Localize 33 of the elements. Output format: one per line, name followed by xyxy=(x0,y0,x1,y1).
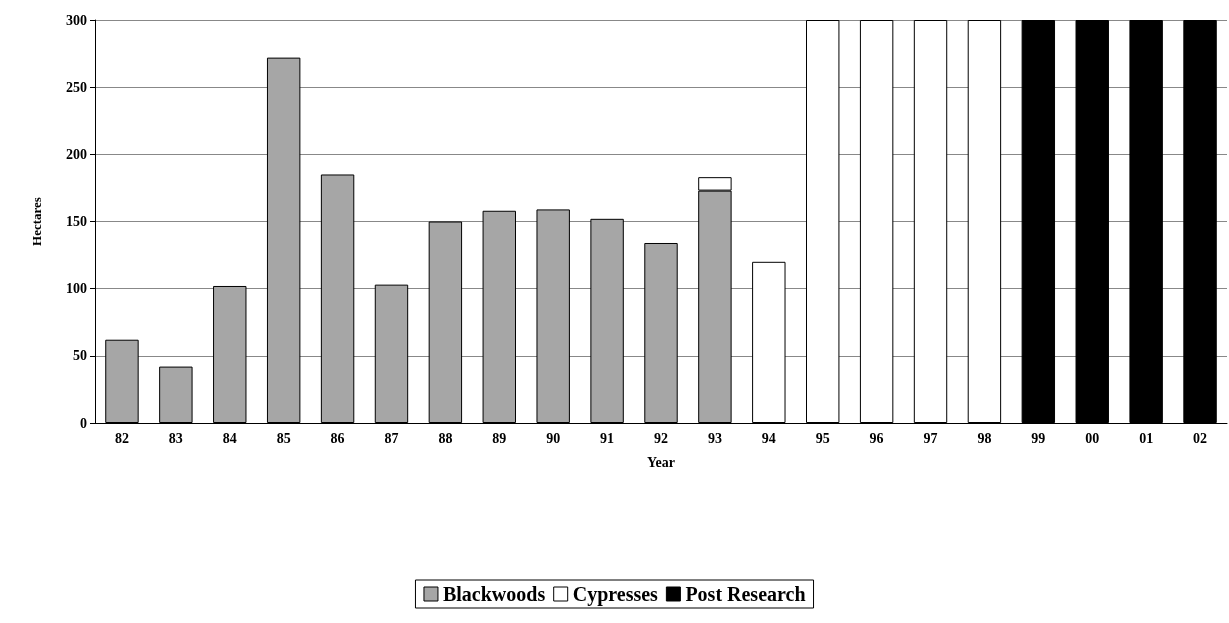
legend-label: Post Research xyxy=(685,583,806,605)
x-tick-label: 93 xyxy=(707,430,722,446)
x-tick-label: 99 xyxy=(1031,430,1046,446)
x-tick-label: 00 xyxy=(1085,430,1100,446)
y-tick-label: 50 xyxy=(73,348,87,364)
x-tick-label: 83 xyxy=(168,430,183,446)
x-tick-label: 97 xyxy=(923,430,938,446)
x-tick-label: 86 xyxy=(330,430,345,446)
x-tick-label: 90 xyxy=(546,430,561,446)
x-tick-label: 01 xyxy=(1139,430,1154,446)
y-tick-label: 200 xyxy=(66,146,87,162)
y-axis-title: Hectares xyxy=(29,197,44,246)
y-tick-label: 150 xyxy=(66,214,87,229)
legend-label: Cypresses xyxy=(572,583,659,606)
x-tick-label: 91 xyxy=(600,430,615,446)
y-tick-label: 0 xyxy=(80,415,87,431)
x-tick-label: 84 xyxy=(222,430,237,446)
x-tick-label: 82 xyxy=(114,430,129,446)
x-tick-label: 02 xyxy=(1193,430,1208,446)
x-tick-label: 95 xyxy=(815,430,830,446)
x-tick-label: 85 xyxy=(276,430,291,446)
x-tick-label: 98 xyxy=(977,430,992,446)
x-tick-label: 89 xyxy=(492,430,507,446)
legend-label: Blackwoods xyxy=(442,583,546,605)
y-tick-label: 250 xyxy=(66,79,87,95)
y-tick-label: 300 xyxy=(66,12,87,28)
x-tick-label: 94 xyxy=(761,430,776,446)
x-tick-label: 87 xyxy=(384,430,399,446)
x-tick-label: 88 xyxy=(438,430,453,446)
x-axis-title: Year xyxy=(647,454,675,470)
x-tick-label: 92 xyxy=(654,430,668,446)
x-tick-label: 96 xyxy=(869,430,884,446)
y-tick-label: 100 xyxy=(66,281,87,297)
